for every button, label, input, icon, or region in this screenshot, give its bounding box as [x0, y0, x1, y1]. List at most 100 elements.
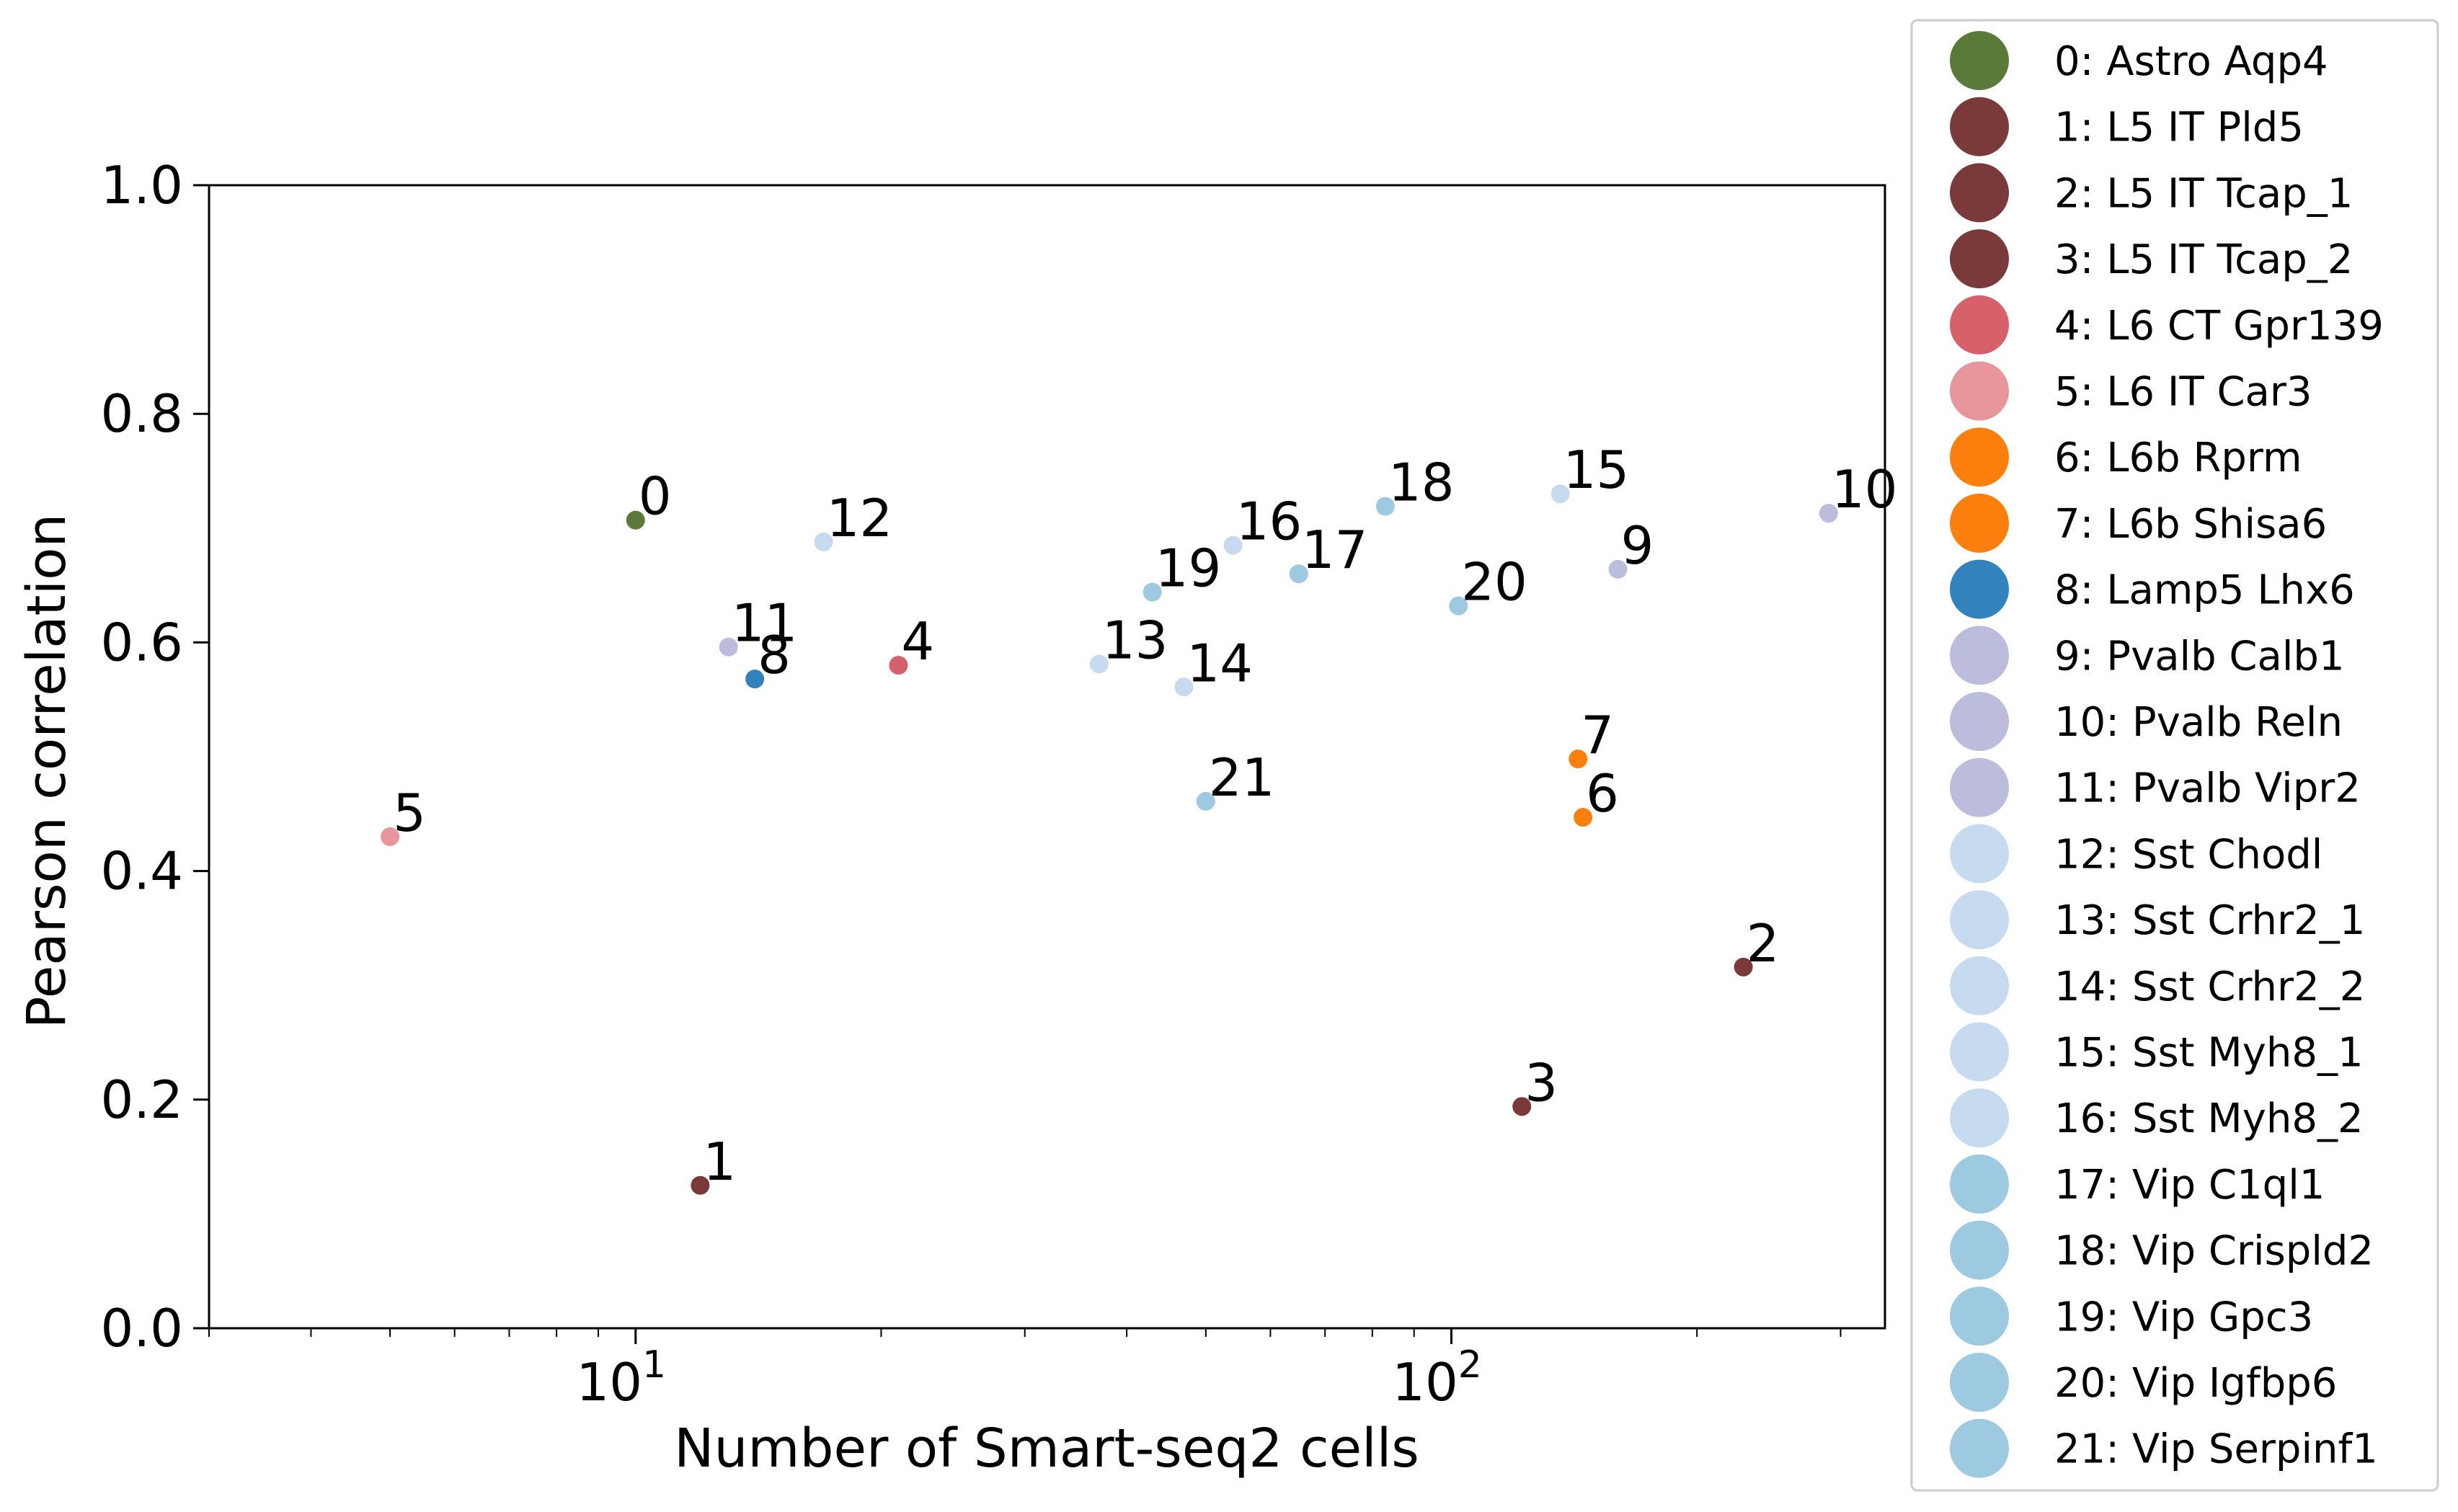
- y-tick-label: 0.6: [100, 612, 183, 672]
- legend-marker-17: [1950, 1154, 2009, 1214]
- legend-marker-4: [1950, 295, 2009, 355]
- data-point-13: [1089, 654, 1109, 674]
- y-tick-label: 0.4: [100, 841, 183, 902]
- legend-entry-5: 5: L6 IT Car3: [2054, 369, 2312, 416]
- legend-entry-16: 16: Sst Myh8_2: [2054, 1095, 2364, 1142]
- legend-marker-9: [1950, 626, 2009, 685]
- data-point-0: [626, 510, 645, 530]
- point-label-14: 14: [1186, 633, 1253, 693]
- data-point-8: [745, 670, 765, 689]
- data-point-9: [1608, 559, 1628, 579]
- legend-marker-20: [1950, 1353, 2009, 1412]
- point-label-10: 10: [1832, 459, 1898, 520]
- legend-marker-6: [1950, 427, 2009, 487]
- legend-entry-18: 18: Vip Crispld2: [2054, 1228, 2374, 1275]
- legend-marker-14: [1950, 956, 2009, 1015]
- point-label-12: 12: [827, 488, 893, 548]
- legend-marker-7: [1950, 493, 2009, 553]
- plot-frame: [208, 184, 1886, 1330]
- legend-marker-19: [1950, 1286, 2009, 1346]
- data-point-1: [691, 1175, 710, 1195]
- x-tick-label: 101: [576, 1343, 666, 1413]
- y-tick-label: 0.2: [100, 1069, 183, 1130]
- point-label-4: 4: [901, 611, 934, 672]
- legend-entry-12: 12: Sst Chodl: [2054, 831, 2322, 878]
- point-label-2: 2: [1747, 913, 1780, 974]
- data-point-6: [1574, 808, 1593, 827]
- legend-entry-11: 11: Pvalb Vipr2: [2054, 765, 2361, 812]
- point-label-15: 15: [1563, 440, 1630, 500]
- legend-entry-14: 14: Sst Crhr2_2: [2054, 964, 2365, 1010]
- data-point-10: [1819, 504, 1838, 523]
- point-label-1: 1: [703, 1131, 736, 1192]
- y-tick-label: 0.8: [100, 383, 183, 444]
- point-label-18: 18: [1388, 453, 1455, 513]
- data-point-12: [814, 532, 833, 551]
- legend-entry-6: 6: L6b Rprm: [2054, 435, 2302, 481]
- legend-entry-1: 1: L5 IT Pld5: [2054, 104, 2304, 151]
- legend-marker-13: [1950, 890, 2009, 950]
- legend-entry-8: 8: Lamp5 Lhx6: [2054, 567, 2355, 614]
- point-label-0: 0: [639, 466, 672, 527]
- legend-entry-10: 10: Pvalb Reln: [2054, 699, 2343, 746]
- data-point-15: [1550, 484, 1570, 504]
- legend-marker-18: [1950, 1220, 2009, 1280]
- legend-entry-7: 7: L6b Shisa6: [2054, 501, 2327, 548]
- point-label-3: 3: [1525, 1052, 1558, 1113]
- point-label-19: 19: [1155, 538, 1222, 599]
- legend-frame: [1910, 19, 2439, 1492]
- legend-marker-0: [1950, 31, 2009, 90]
- data-point-2: [1734, 957, 1753, 977]
- legend-marker-21: [1950, 1418, 2009, 1478]
- legend-entry-2: 2: L5 IT Tcap_1: [2054, 170, 2353, 217]
- legend-entry-17: 17: Vip C1ql1: [2054, 1162, 2325, 1209]
- data-point-11: [719, 637, 738, 657]
- data-point-4: [889, 656, 908, 675]
- data-point-16: [1223, 535, 1243, 555]
- y-tick-label: 1.0: [100, 155, 183, 215]
- legend-marker-11: [1950, 757, 2009, 817]
- point-label-16: 16: [1236, 492, 1303, 552]
- legend-marker-16: [1950, 1088, 2009, 1148]
- x-tick-label: 102: [1392, 1343, 1482, 1413]
- point-label-8: 8: [758, 625, 791, 685]
- point-label-13: 13: [1102, 610, 1168, 671]
- data-point-5: [381, 827, 400, 847]
- legend-marker-3: [1950, 229, 2009, 289]
- legend-marker-2: [1950, 163, 2009, 223]
- data-point-17: [1289, 564, 1308, 584]
- point-label-6: 6: [1586, 763, 1619, 824]
- x-axis-title: Number of Smart-seq2 cells: [674, 1418, 1419, 1480]
- data-point-7: [1569, 750, 1588, 769]
- legend-entry-3: 3: L5 IT Tcap_2: [2054, 236, 2353, 283]
- data-point-3: [1512, 1097, 1532, 1116]
- legend: 0: Astro Aqp4 1: L5 IT Pld5 2: L5 IT Tcap_…: [1910, 19, 2439, 1492]
- point-label-11: 11: [732, 593, 798, 654]
- plot-area: [208, 184, 1886, 1330]
- legend-marker-12: [1950, 824, 2009, 884]
- point-label-7: 7: [1581, 705, 1614, 765]
- legend-marker-1: [1950, 97, 2009, 156]
- legend-entry-21: 21: Vip Serpinf1: [2054, 1426, 2378, 1473]
- legend-entry-13: 13: Sst Crhr2_1: [2054, 897, 2365, 944]
- legend-marker-5: [1950, 361, 2009, 421]
- point-label-9: 9: [1621, 515, 1654, 576]
- legend-entry-19: 19: Vip Gpc3: [2054, 1294, 2313, 1340]
- legend-entry-20: 20: Vip Igfbp6: [2054, 1360, 2337, 1407]
- data-point-14: [1174, 677, 1194, 697]
- legend-entry-9: 9: Pvalb Calb1: [2054, 633, 2345, 680]
- legend-entry-0: 0: Astro Aqp4: [2054, 38, 2328, 85]
- legend-marker-15: [1950, 1022, 2009, 1082]
- point-label-21: 21: [1209, 747, 1275, 808]
- data-point-18: [1375, 497, 1395, 516]
- data-point-19: [1143, 582, 1162, 602]
- point-label-17: 17: [1302, 520, 1368, 580]
- legend-entry-4: 4: L6 CT Gpr139: [2054, 303, 2384, 350]
- y-axis-title: Pearson correlation: [16, 514, 78, 1029]
- point-label-5: 5: [393, 783, 426, 843]
- data-point-20: [1449, 596, 1468, 615]
- data-point-21: [1196, 791, 1215, 811]
